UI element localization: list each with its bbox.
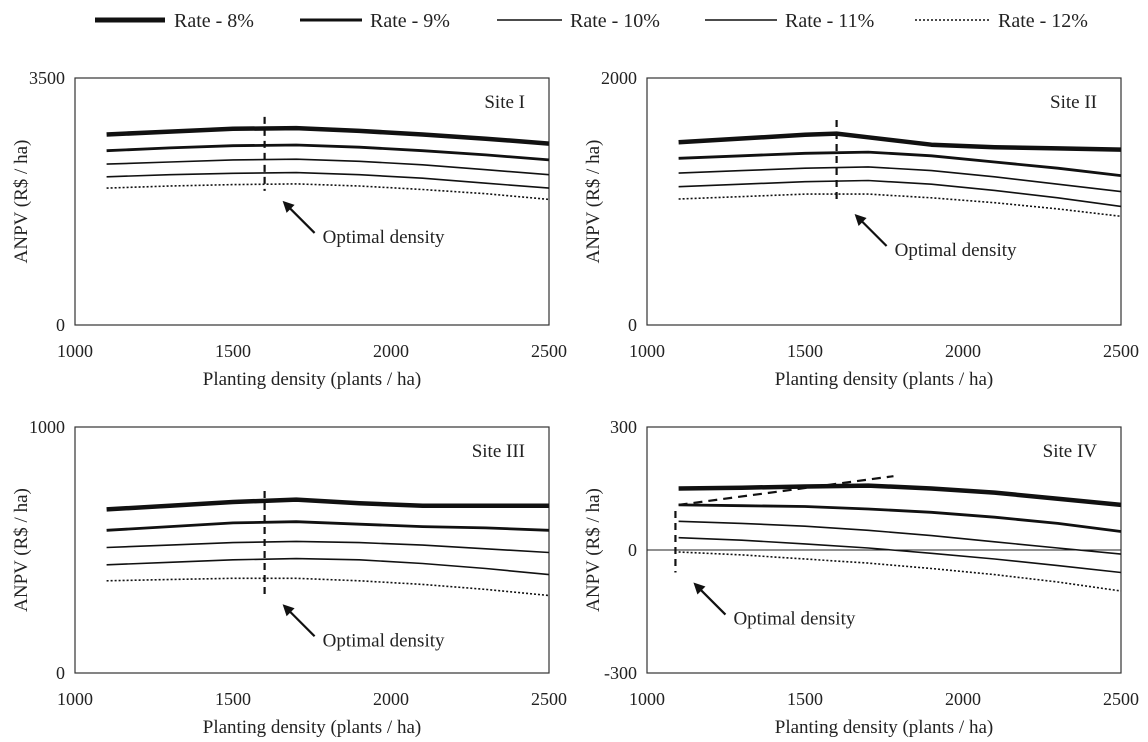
annotation-arrow-head bbox=[854, 213, 867, 226]
series-line-4 bbox=[678, 179, 1122, 208]
series-line-1 bbox=[678, 131, 1122, 152]
x-tick-label: 1000 bbox=[629, 341, 665, 361]
plot-frame bbox=[74, 77, 550, 326]
chart-panel-3: Optimal density Site III 0 1000 1000 1500 2000… bbox=[11, 417, 567, 738]
series-line-5 bbox=[106, 577, 550, 597]
series-line-5 bbox=[678, 551, 1122, 592]
y-axis-label: ANPV (R$ / ha) bbox=[11, 140, 32, 264]
y-tick-label: 0 bbox=[628, 315, 637, 335]
series-line-5 bbox=[678, 193, 1122, 218]
series-line-2 bbox=[678, 503, 1122, 533]
x-tick-label: 2000 bbox=[945, 341, 981, 361]
series-line-1 bbox=[678, 483, 1122, 508]
x-tick-label: 1000 bbox=[57, 341, 93, 361]
y-tick-label: 300 bbox=[610, 417, 637, 437]
annotation-label: Optimal density bbox=[323, 630, 445, 651]
x-tick-label: 1500 bbox=[787, 689, 823, 709]
annotation-arrow-head bbox=[693, 582, 706, 595]
series-line-2 bbox=[106, 143, 550, 162]
y-tick-label: 3500 bbox=[29, 68, 65, 88]
series-line-3 bbox=[678, 520, 1122, 555]
annotation-arrow-shaft bbox=[857, 217, 888, 247]
panel-title: Site IV bbox=[1043, 441, 1098, 462]
x-axis-label: Planting density (plants / ha) bbox=[203, 369, 421, 390]
y-tick-label: -300 bbox=[604, 663, 637, 683]
annotation-arrow-shaft bbox=[285, 204, 316, 234]
legend-label: Rate - 8% bbox=[174, 10, 254, 32]
x-tick-label: 1500 bbox=[215, 341, 251, 361]
x-tick-label: 2500 bbox=[531, 689, 567, 709]
plot-frame bbox=[74, 426, 550, 674]
x-axis-label: Planting density (plants / ha) bbox=[775, 369, 993, 390]
series-line-3 bbox=[678, 166, 1122, 193]
chart-panel-4: Optimal density Site IV -300 0 300 1000 1500 20… bbox=[583, 417, 1139, 738]
series-line-4 bbox=[106, 557, 550, 576]
x-tick-label: 2000 bbox=[373, 341, 409, 361]
y-tick-label: 0 bbox=[56, 663, 65, 683]
y-tick-label: 1000 bbox=[29, 417, 65, 437]
x-tick-label: 1500 bbox=[215, 689, 251, 709]
series-line-4 bbox=[106, 171, 550, 189]
x-tick-label: 1500 bbox=[787, 341, 823, 361]
x-tick-label: 2000 bbox=[373, 689, 409, 709]
y-tick-label: 0 bbox=[56, 315, 65, 335]
series-line-2 bbox=[106, 520, 550, 532]
panel-title: Site II bbox=[1050, 92, 1097, 113]
legend-label: Rate - 12% bbox=[998, 10, 1088, 32]
series-line-1 bbox=[106, 497, 549, 512]
y-axis-label: ANPV (R$ / ha) bbox=[583, 488, 604, 612]
legend-label: Rate - 11% bbox=[785, 10, 874, 32]
y-tick-label: 2000 bbox=[601, 68, 637, 88]
x-tick-label: 2500 bbox=[1103, 341, 1139, 361]
series-line-5 bbox=[106, 183, 550, 201]
x-tick-label: 2000 bbox=[945, 689, 981, 709]
trend-dashed-line bbox=[678, 475, 894, 506]
chart-panel-2: Optimal density Site II 0 2000 1000 1500 2000 2… bbox=[583, 68, 1139, 390]
x-axis-label: Planting density (plants / ha) bbox=[775, 717, 993, 738]
annotation-label: Optimal density bbox=[323, 227, 445, 248]
annotation-arrow-shaft bbox=[696, 585, 727, 616]
x-tick-label: 1000 bbox=[57, 689, 93, 709]
series-line-2 bbox=[678, 150, 1122, 177]
panel-title: Site III bbox=[472, 441, 525, 462]
series-line-4 bbox=[678, 536, 1122, 574]
chart-panels: Optimal density Site I 0 3500 1000 1500 2000 25… bbox=[11, 68, 1139, 738]
x-axis-label: Planting density (plants / ha) bbox=[203, 717, 421, 738]
x-tick-label: 2500 bbox=[531, 341, 567, 361]
legend-label: Rate - 9% bbox=[370, 10, 450, 32]
y-tick-label: 0 bbox=[628, 540, 637, 560]
annotation-arrow-head bbox=[282, 604, 295, 617]
legend: Rate - 8% Rate - 9% Rate - 10% Rate - 11% Ra… bbox=[95, 10, 1088, 32]
legend-label: Rate - 10% bbox=[570, 10, 660, 32]
annotation-arrow-head bbox=[282, 200, 295, 213]
series-line-3 bbox=[106, 158, 550, 176]
x-tick-label: 2500 bbox=[1103, 689, 1139, 709]
annotation-arrow-shaft bbox=[285, 607, 316, 638]
annotation-label: Optimal density bbox=[895, 240, 1017, 261]
series-line-3 bbox=[106, 540, 550, 554]
y-axis-label: ANPV (R$ / ha) bbox=[11, 488, 32, 612]
chart-panel-1: Optimal density Site I 0 3500 1000 1500 2000 25… bbox=[11, 68, 567, 390]
panel-title: Site I bbox=[484, 92, 525, 113]
series-line-1 bbox=[106, 125, 550, 146]
y-axis-label: ANPV (R$ / ha) bbox=[583, 140, 604, 264]
x-tick-label: 1000 bbox=[629, 689, 665, 709]
annotation-label: Optimal density bbox=[733, 609, 855, 630]
plot-frame bbox=[646, 77, 1122, 326]
